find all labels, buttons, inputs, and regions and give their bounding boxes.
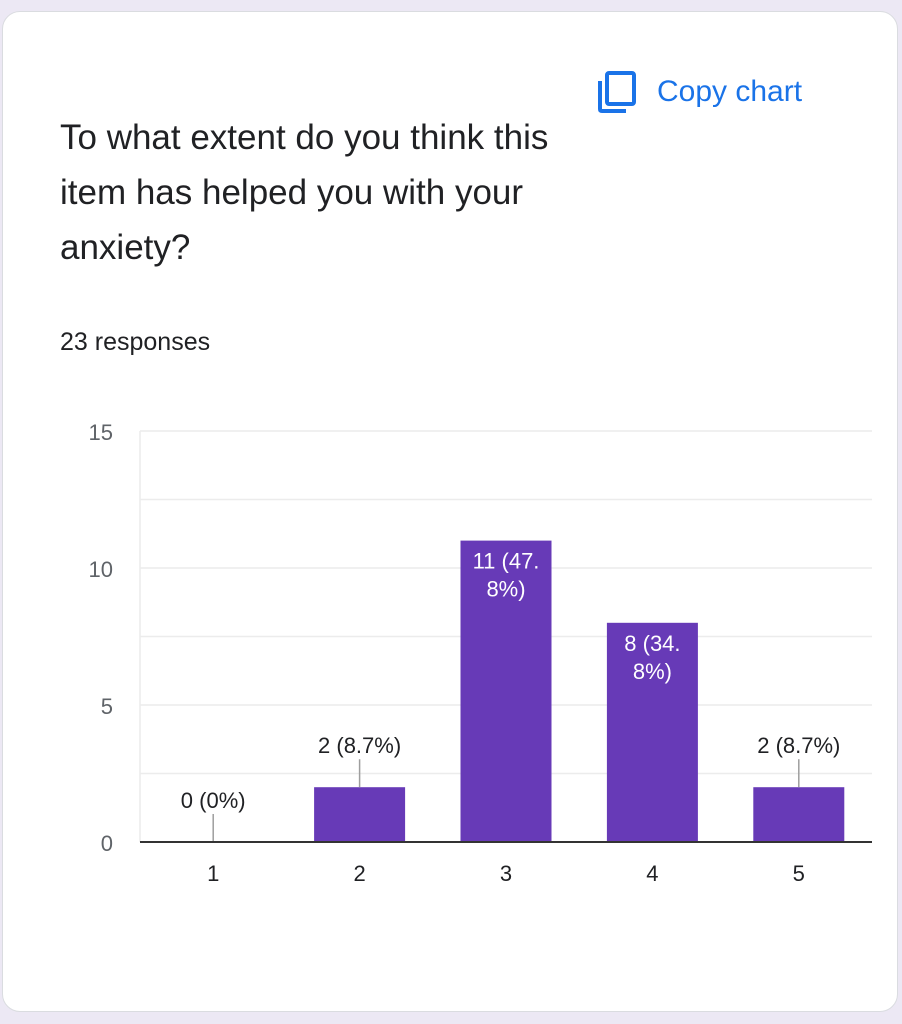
data-label: 0 (0%) <box>181 788 246 813</box>
y-tick-label: 0 <box>101 831 113 856</box>
x-tick-label: 5 <box>793 861 805 886</box>
chart-card: To what extent do you think this item ha… <box>2 11 898 1012</box>
bar <box>606 622 698 842</box>
copy-icon <box>598 71 636 113</box>
bar <box>460 540 552 842</box>
question-title: To what extent do you think this item ha… <box>60 118 549 267</box>
data-label: 2 (8.7%) <box>757 733 840 758</box>
bar <box>753 787 845 842</box>
y-tick-label: 10 <box>89 557 113 582</box>
data-label: 2 (8.7%) <box>318 733 401 758</box>
data-label: 11 (47. 8%) <box>473 549 540 602</box>
x-tick-label: 1 <box>207 861 219 886</box>
copy-chart-button[interactable]: Copy chart <box>593 64 853 120</box>
x-tick-label: 3 <box>500 861 512 886</box>
x-tick-label: 2 <box>353 861 365 886</box>
data-label: 8 (34. 8%) <box>624 631 680 684</box>
x-tick-label: 4 <box>646 861 658 886</box>
copy-chart-label: Copy chart <box>657 75 803 108</box>
y-tick-label: 5 <box>101 694 113 719</box>
response-count: 23 responses <box>60 328 211 356</box>
y-tick-label: 15 <box>89 420 113 445</box>
bar <box>314 787 406 842</box>
